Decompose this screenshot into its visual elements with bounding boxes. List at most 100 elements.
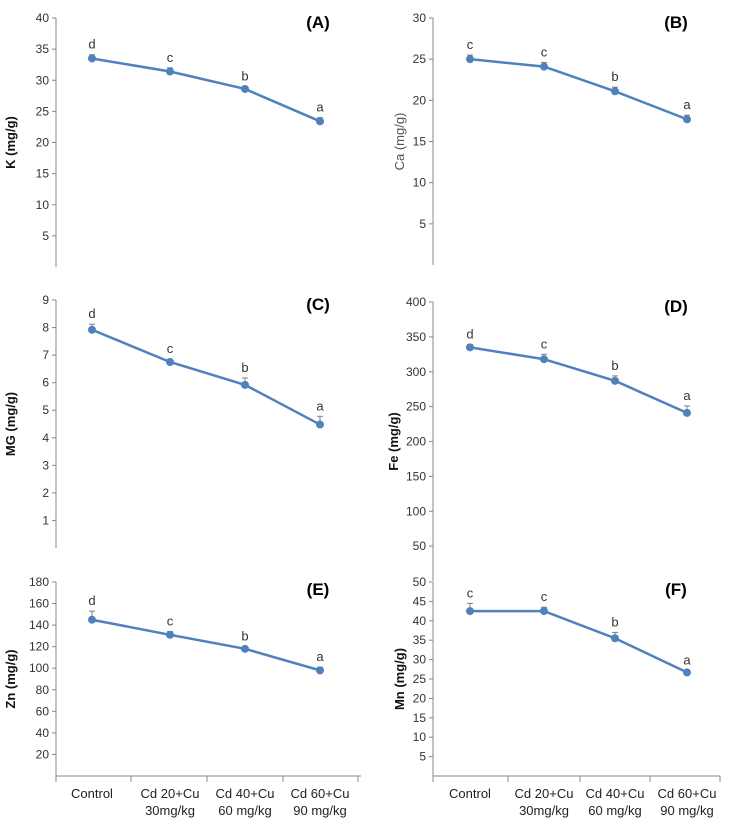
- y-tick-label: 10: [413, 730, 427, 744]
- data-point: [241, 644, 249, 653]
- panel-label: (D): [664, 297, 688, 316]
- x-tick-label: Cd 60+Cu 90 mg/kg: [658, 786, 717, 818]
- data-point: [611, 376, 619, 385]
- y-tick-label: 350: [406, 330, 426, 344]
- chart-panel-f: 5 10 15 20 25 30 35 40 45 50 Mn (mg/g) Control Cd 20…: [392, 575, 721, 818]
- x-tick-label-line: Cd 40+Cu: [586, 786, 645, 801]
- series-line: [91, 618, 321, 672]
- data-point: [540, 355, 548, 364]
- series-line: [91, 328, 321, 426]
- significance-letter: a: [683, 388, 691, 403]
- series-line: [470, 609, 688, 674]
- y-tick-label: 5: [42, 229, 49, 243]
- data-point: [683, 408, 691, 417]
- significance-letter: c: [167, 341, 174, 356]
- y-tick-label: 4: [42, 431, 49, 445]
- significance-letter: a: [683, 652, 691, 667]
- significance-letter: c: [541, 336, 548, 351]
- y-axis-label: Fe (mg/g): [386, 412, 401, 471]
- x-tick-label-line: Cd 60+Cu: [291, 786, 350, 801]
- y-tick-label: 40: [36, 726, 50, 740]
- data-point: [241, 84, 249, 93]
- series-line: [91, 57, 321, 123]
- data-point: [241, 380, 249, 389]
- panel-label: (B): [664, 13, 688, 32]
- significance-letter: c: [167, 50, 174, 65]
- panel-label: (C): [306, 295, 330, 314]
- x-tick-label-line: 60 mg/kg: [218, 803, 271, 818]
- chart-panel-b: 5 10 15 20 25 30 Ca (mg/g) c c b a (B): [392, 11, 691, 265]
- data-point: [166, 67, 174, 76]
- x-tick-label-line: Cd 20+Cu: [515, 786, 574, 801]
- panel-label: (A): [306, 13, 330, 32]
- y-tick-label: 50: [413, 575, 427, 589]
- y-tick-label: 140: [29, 618, 49, 632]
- panel-label: (F): [665, 580, 687, 599]
- data-point: [611, 634, 619, 643]
- data-point: [88, 325, 96, 334]
- y-tick-label: 100: [29, 661, 49, 675]
- y-tick-label: 5: [419, 750, 426, 764]
- x-tick-label: Cd 20+Cu 30mg/kg: [141, 786, 200, 818]
- y-tick-label: 150: [406, 469, 426, 483]
- data-point: [166, 630, 174, 639]
- y-tick-label: 160: [29, 597, 49, 611]
- y-tick-label: 30: [413, 653, 427, 667]
- x-tick-label: Control: [449, 786, 491, 801]
- x-tick-label-line: Cd 40+Cu: [216, 786, 275, 801]
- significance-letter: d: [466, 327, 473, 342]
- x-tick-label: Cd 20+Cu 30mg/kg: [515, 786, 574, 818]
- significance-letter: c: [167, 614, 174, 629]
- significance-letter: a: [316, 100, 324, 115]
- chart-panel-d: 50 100 150 200 250 300 350 400 Fe (mg/g) d c b a (D): [386, 295, 691, 581]
- y-tick-label: 1: [42, 513, 49, 527]
- data-point: [166, 358, 174, 366]
- data-point: [466, 607, 474, 616]
- significance-letter: a: [683, 97, 691, 112]
- x-tick-label-line: Control: [71, 786, 113, 801]
- significance-letter: d: [88, 37, 95, 52]
- y-tick-label: 45: [413, 594, 427, 608]
- significance-letter: b: [241, 68, 248, 83]
- significance-letter: a: [316, 649, 324, 664]
- y-tick-label: 5: [419, 217, 426, 231]
- x-tick-label: Cd 40+Cu 60 mg/kg: [216, 786, 275, 818]
- data-point: [316, 117, 324, 126]
- data-point: [88, 615, 96, 624]
- significance-letter: a: [316, 398, 324, 413]
- y-tick-label: 30: [36, 73, 50, 87]
- y-tick-label: 40: [36, 11, 50, 25]
- significance-letter: b: [611, 614, 618, 629]
- data-point: [316, 666, 324, 675]
- significance-letter: b: [241, 629, 248, 644]
- x-tick-label-line: 60 mg/kg: [588, 803, 641, 818]
- y-tick-label: 25: [36, 104, 50, 118]
- y-tick-label: 20: [36, 747, 50, 761]
- y-tick-label: 120: [29, 640, 49, 654]
- x-tick-label: Control: [71, 786, 113, 801]
- significance-letter: d: [88, 306, 95, 321]
- series-line: [469, 57, 688, 121]
- data-point: [88, 54, 96, 63]
- x-tick-label-line: 90 mg/kg: [660, 803, 713, 818]
- data-point: [540, 607, 548, 616]
- y-tick-label: 60: [36, 704, 50, 718]
- chart-panel-a: 5 10 15 20 25 30 35 40 K (mg/g) d c b a (A): [3, 11, 330, 267]
- y-tick-label: 6: [42, 376, 49, 390]
- data-point: [540, 62, 548, 71]
- y-tick-label: 5: [42, 403, 49, 417]
- data-point: [466, 343, 474, 352]
- panel-label: (E): [307, 580, 330, 599]
- y-tick-label: 250: [406, 400, 426, 414]
- y-tick-label: 40: [413, 614, 427, 628]
- data-point: [611, 87, 619, 96]
- x-tick-label-line: Control: [449, 786, 491, 801]
- y-tick-label: 180: [29, 575, 49, 589]
- x-tick-label: Cd 40+Cu 60 mg/kg: [586, 786, 645, 818]
- y-tick-label: 30: [413, 11, 427, 25]
- series-line: [469, 346, 688, 415]
- x-tick-label-line: 90 mg/kg: [293, 803, 346, 818]
- x-tick-label-line: Cd 20+Cu: [141, 786, 200, 801]
- x-tick-label-line: 30mg/kg: [145, 803, 195, 818]
- y-tick-label: 100: [406, 504, 426, 518]
